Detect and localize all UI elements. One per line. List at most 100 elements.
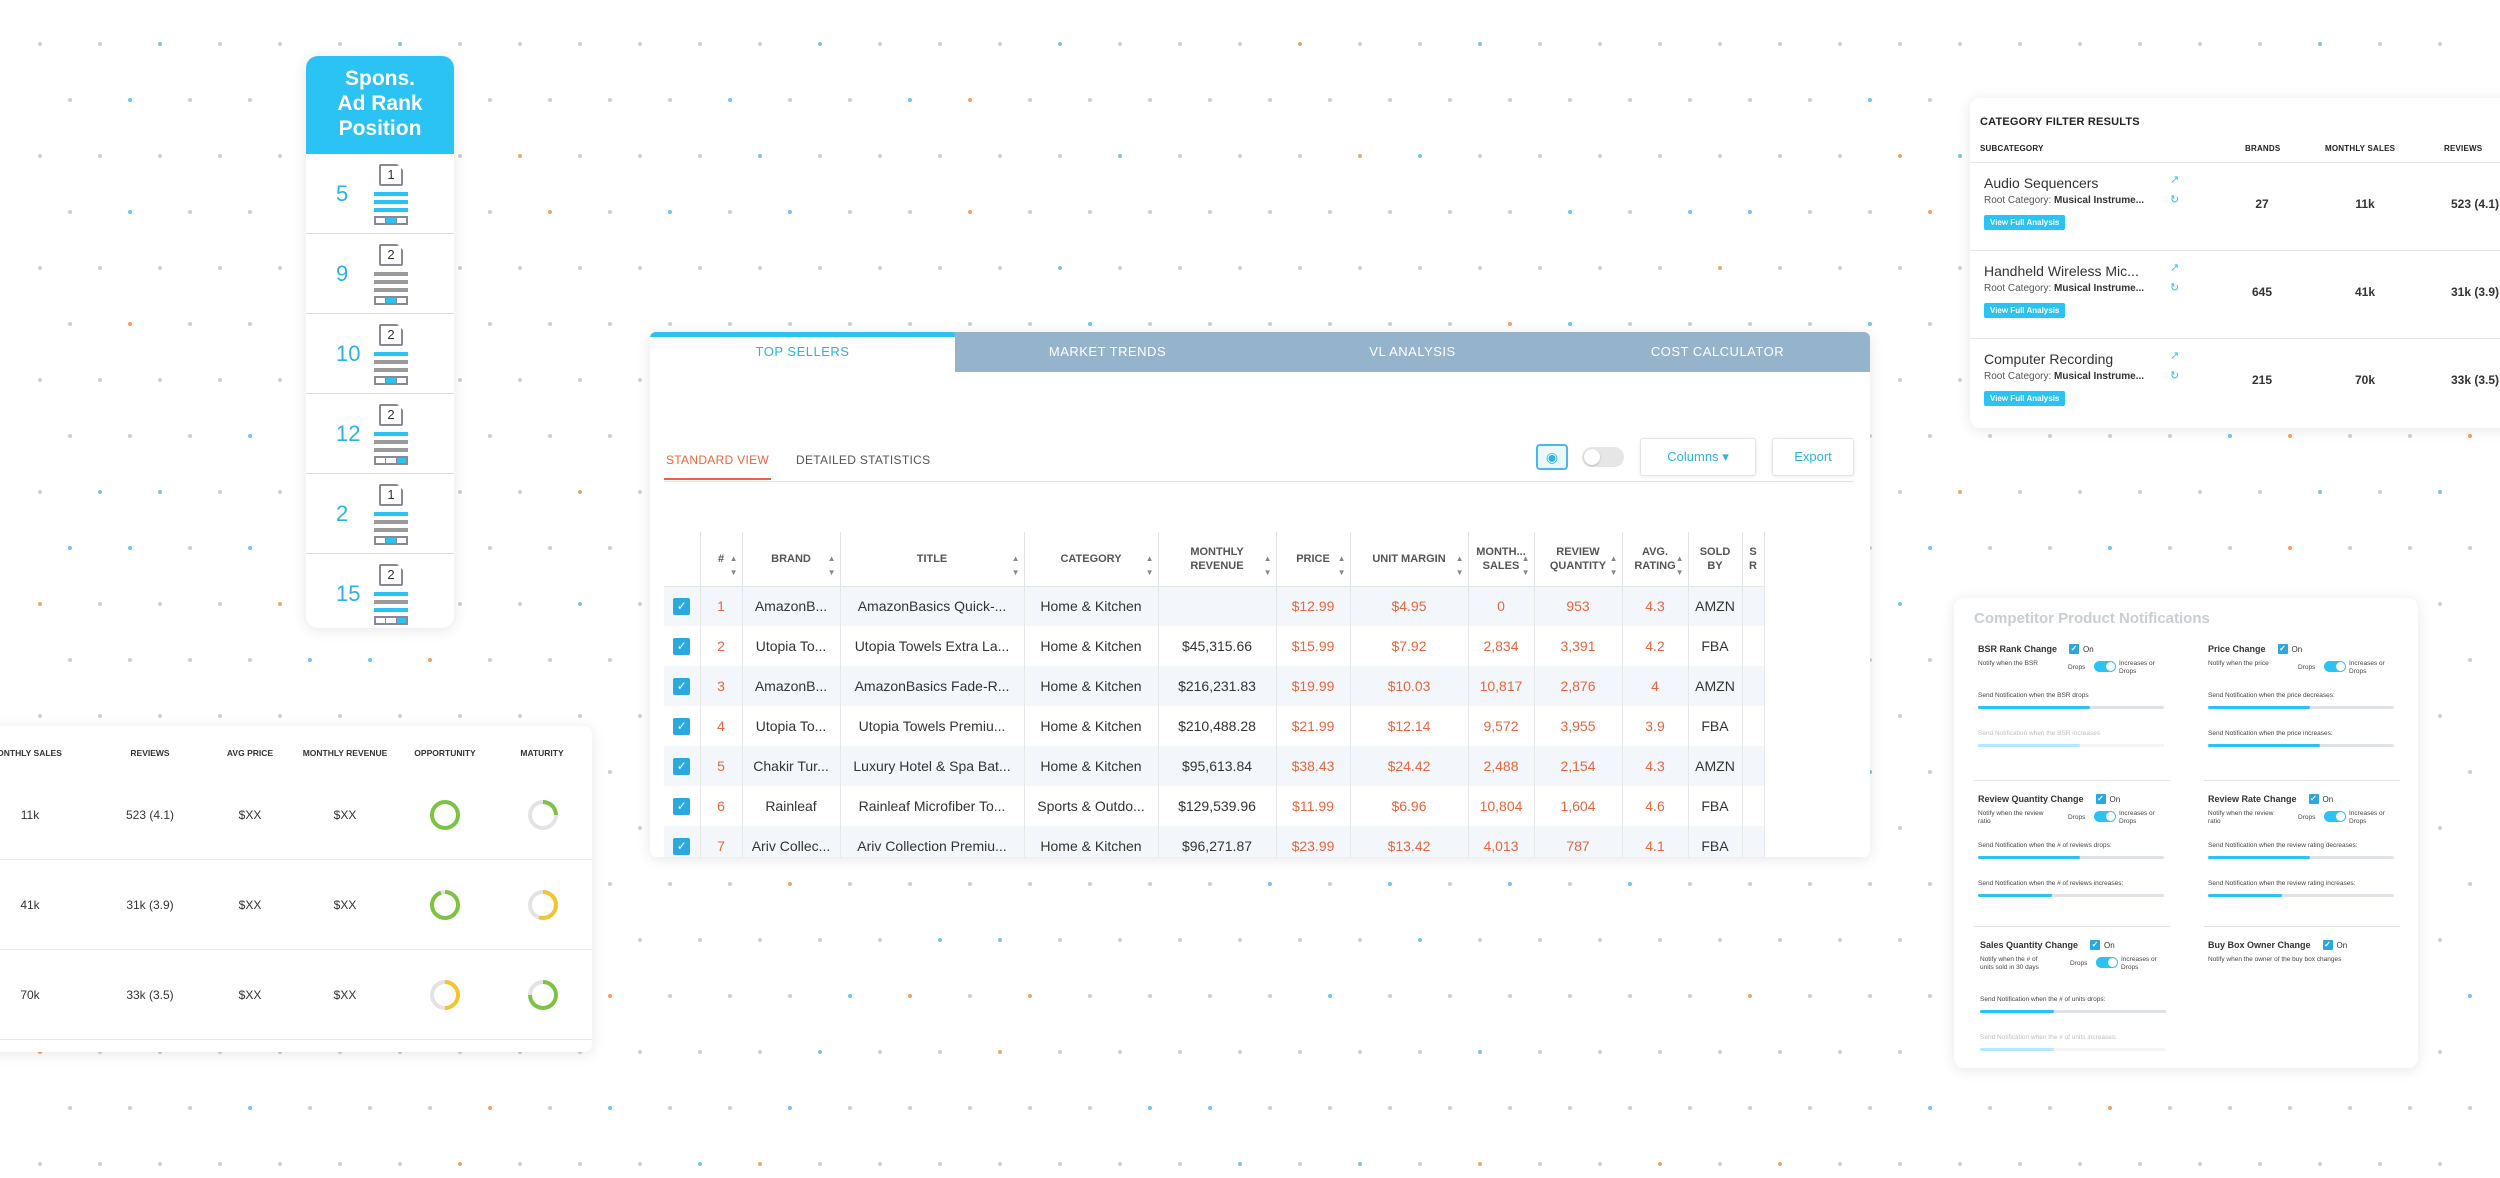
background-dot <box>2408 546 2412 550</box>
view-full-analysis-button[interactable]: View Full Analysis <box>1984 215 2066 230</box>
row-checkbox[interactable]: ✓ <box>673 798 691 815</box>
table-row[interactable]: ✓ 1 AmazonB... AmazonBasics Quick-... Home &… <box>664 586 1765 626</box>
view-full-analysis-button[interactable]: View Full Analysis <box>1984 303 2066 318</box>
cell-s-r <box>1742 626 1765 666</box>
tab-cost-calculator[interactable]: COST CALCULATOR <box>1650 344 1785 359</box>
tab-top-sellers[interactable]: TOP SELLERS <box>650 332 955 372</box>
column-header-brand[interactable]: BRAND ▲ ▼ <box>742 532 841 587</box>
sort-icon[interactable]: ▲ ▼ <box>1337 554 1346 577</box>
subcategory-name[interactable]: Computer Recording <box>1984 351 2114 367</box>
refresh-icon[interactable]: ↻ <box>2170 194 2180 206</box>
refresh-icon[interactable]: ↻ <box>2170 370 2180 382</box>
table-row[interactable]: ✓ 4 Utopia To... Utopia Towels Premiu... Hom… <box>664 706 1765 746</box>
column-header-review-quantity[interactable]: REVIEW QUANTITY ▲ ▼ <box>1534 532 1623 587</box>
threshold-slider[interactable] <box>2208 894 2394 897</box>
sort-icon[interactable]: ▲ ▼ <box>1145 554 1154 577</box>
slider-fill <box>1980 1010 2055 1013</box>
background-dot <box>1988 434 1992 438</box>
enable-checkbox[interactable]: ✓ <box>2095 794 2106 804</box>
table-row[interactable]: ✓ 6 Rainleaf Rainleaf Microfiber To... Sport… <box>664 786 1765 826</box>
column-header-maturity: MATURITY <box>520 748 564 758</box>
tab-market-trends[interactable]: MARKET TRENDS <box>1048 344 1167 359</box>
ad-slot <box>397 538 406 543</box>
subcategory-name[interactable]: Audio Sequencers <box>1984 175 2099 191</box>
sort-icon[interactable]: ▲ ▼ <box>1675 554 1684 577</box>
table-row[interactable]: ✓ 3 AmazonB... AmazonBasics Fade-R... Home &… <box>664 666 1765 706</box>
column-header-avg-rating[interactable]: AVG. RATING ▲ ▼ <box>1622 532 1689 587</box>
sort-icon[interactable]: ▲ ▼ <box>1263 554 1272 577</box>
background-dot <box>1748 1106 1752 1110</box>
column-header-monthly-sales[interactable]: MONTH... SALES ▲ ▼ <box>1468 532 1535 587</box>
enable-checkbox[interactable]: ✓ <box>2090 940 2101 950</box>
direction-toggle[interactable] <box>2096 957 2118 968</box>
column-header-brands: BRANDS <box>2245 144 2281 153</box>
sort-icon[interactable]: ▲ ▼ <box>1455 554 1464 577</box>
view-full-analysis-button[interactable]: View Full Analysis <box>1984 391 2066 406</box>
background-dot <box>668 210 672 214</box>
background-dot <box>428 658 432 662</box>
column-header-monthly-revenue[interactable]: MONTHLY REVENUE ▲ ▼ <box>1158 532 1277 587</box>
threshold-slider[interactable] <box>2208 706 2394 709</box>
threshold-slider[interactable] <box>1980 1048 2166 1051</box>
subcategory-name[interactable]: Handheld Wireless Mic... <box>1984 263 2139 279</box>
row-checkbox[interactable]: ✓ <box>673 678 691 695</box>
external-link-icon[interactable]: ↗ <box>2170 174 2180 186</box>
screenshot-camera-icon[interactable]: ◉ <box>1536 444 1568 470</box>
table-row[interactable]: ✓ 2 Utopia To... Utopia Towels Extra La... H… <box>664 626 1765 666</box>
column-header-rank[interactable]: # ▲ ▼ <box>700 532 743 587</box>
cell-monthly-revenue: $210,488.28 <box>1158 706 1277 746</box>
tab-vl-analysis[interactable]: VL ANALYSIS <box>1369 344 1456 359</box>
background-dot <box>1208 882 1212 886</box>
enable-checkbox[interactable]: ✓ <box>2322 940 2333 950</box>
column-header-price[interactable]: PRICE ▲ ▼ <box>1276 532 1351 587</box>
column-header-unit-margin[interactable]: UNIT MARGIN ▲ ▼ <box>1350 532 1469 587</box>
column-header-sold-by[interactable]: SOLD BY <box>1688 532 1743 587</box>
table-row[interactable]: ✓ 7 Ariv Collec... Ariv Collection Premiu..… <box>664 826 1765 857</box>
sort-icon[interactable]: ▲ ▼ <box>1609 554 1618 577</box>
direction-toggle[interactable] <box>2094 661 2116 672</box>
table-row[interactable]: ✓ 5 Chakir Tur... Luxury Hotel & Spa Bat...… <box>664 746 1765 786</box>
column-header-category[interactable]: CATEGORY ▲ ▼ <box>1024 532 1159 587</box>
threshold-slider[interactable] <box>2208 744 2394 747</box>
export-button[interactable]: Export <box>1772 438 1854 476</box>
threshold-slider[interactable] <box>1980 1010 2166 1013</box>
external-link-icon[interactable]: ↗ <box>2170 262 2180 274</box>
background-dot <box>218 154 222 158</box>
background-dot <box>218 42 222 46</box>
row-checkbox[interactable]: ✓ <box>673 638 691 655</box>
row-checkbox[interactable]: ✓ <box>673 758 691 775</box>
row-checkbox[interactable]: ✓ <box>673 598 691 616</box>
refresh-icon[interactable]: ↻ <box>2170 282 2180 294</box>
threshold-slider[interactable] <box>2208 856 2394 859</box>
cell-category: Home & Kitchen <box>1024 746 1159 786</box>
enable-checkbox[interactable]: ✓ <box>2308 794 2319 804</box>
page-number: 2 <box>387 246 395 262</box>
external-link-icon[interactable]: ↗ <box>2170 350 2180 362</box>
threshold-slider[interactable] <box>1978 706 2164 709</box>
view-toggle[interactable] <box>1582 447 1624 467</box>
section-header: Review Rate Change ✓ On <box>2208 792 2418 806</box>
sort-icon[interactable]: ▲ ▼ <box>1011 554 1020 577</box>
direction-toggle[interactable] <box>2324 811 2346 822</box>
sort-icon[interactable]: ▲ ▼ <box>827 554 836 577</box>
threshold-slider[interactable] <box>1978 856 2164 859</box>
column-header-s-r[interactable]: S R <box>1742 532 1765 587</box>
columns-dropdown[interactable]: Columns ▾ <box>1640 438 1756 476</box>
row-checkbox[interactable]: ✓ <box>673 838 691 855</box>
threshold-slider[interactable] <box>1978 744 2164 747</box>
background-dot <box>2048 1106 2052 1110</box>
sort-icon[interactable]: ▲ ▼ <box>729 554 738 577</box>
sort-icon[interactable]: ▲ ▼ <box>1521 554 1530 577</box>
direction-toggle[interactable] <box>2094 811 2116 822</box>
enable-checkbox[interactable]: ✓ <box>2277 644 2288 654</box>
column-header-title[interactable]: TITLE ▲ ▼ <box>840 532 1025 587</box>
direction-toggle[interactable] <box>2324 661 2346 672</box>
row-select-cell: ✓ <box>664 706 701 746</box>
background-dot <box>1238 938 1242 942</box>
column-header-monthly-sales: MONTHLY SALES <box>2325 144 2396 153</box>
row-checkbox[interactable]: ✓ <box>673 718 691 735</box>
tab-detailed-statistics[interactable]: DETAILED STATISTICS <box>796 453 931 467</box>
threshold-slider[interactable] <box>1978 894 2164 897</box>
tab-standard-view[interactable]: STANDARD VIEW <box>664 442 772 480</box>
enable-checkbox[interactable]: ✓ <box>2069 644 2080 654</box>
